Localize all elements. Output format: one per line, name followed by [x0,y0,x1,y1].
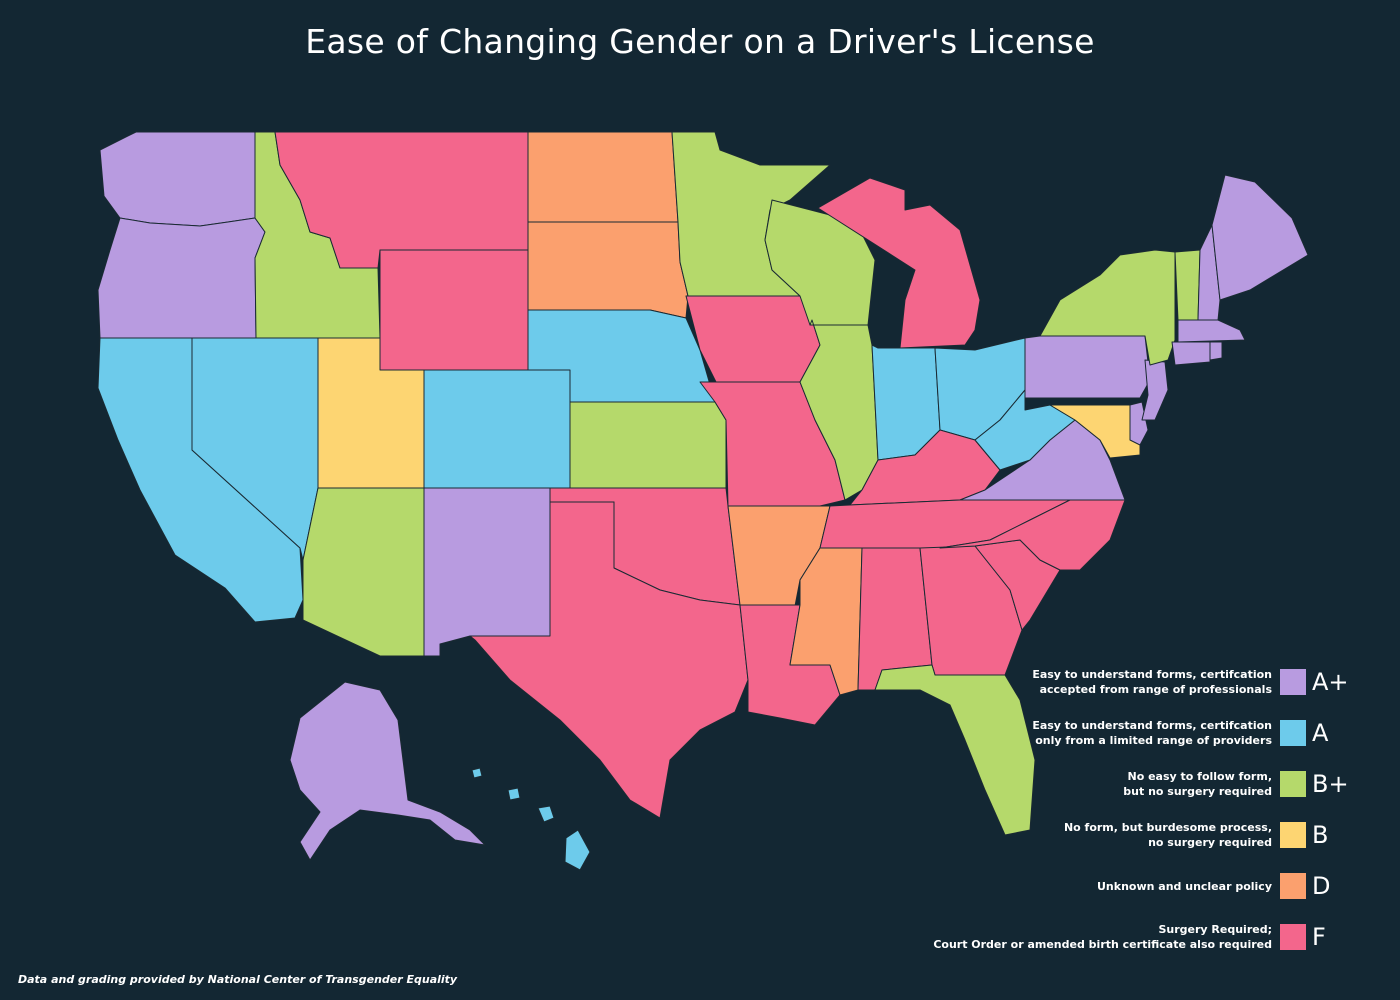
legend-item-d: Unknown and unclear policy D [1097,866,1352,906]
legend-grade: D [1312,872,1331,900]
legend-grade: F [1312,923,1326,951]
legend-item-f: Surgery Required; Court Order or amended … [933,917,1352,957]
state-south-dakota [527,221,689,319]
state-maine [1211,174,1309,301]
state-vermont [1174,249,1201,321]
state-hawaii-big-island [564,829,591,871]
state-hawaii-kauai [471,767,483,779]
state-texas [469,501,749,819]
legend-item-a-plus: Easy to understand forms, certifcation ac… [1032,662,1352,702]
legend-grade: B+ [1312,770,1349,798]
state-wyoming [379,249,529,371]
state-north-carolina [939,499,1126,571]
state-hawaii-maui [537,805,555,823]
state-colorado [423,369,571,489]
state-iowa [685,295,821,383]
state-connecticut [1171,341,1211,366]
legend-swatch [1280,669,1306,695]
legend-description: Unknown and unclear policy [1096,879,1272,893]
legend-grade: B [1312,821,1329,849]
page-title: Ease of Changing Gender on a Driver's Li… [305,22,1095,61]
legend-swatch [1280,720,1306,746]
legend-item-b: No form, but burdesome process, no surger… [1064,815,1352,855]
state-new-jersey [1141,359,1169,421]
legend-swatch [1280,822,1306,848]
state-kansas [569,401,727,489]
state-michigan [817,177,981,349]
state-washington [99,131,256,227]
legend-swatch [1280,924,1306,950]
state-new-mexico [423,487,551,657]
legend-description: No form, but burdesome process, no surger… [1063,821,1272,849]
state-massachusetts [1177,319,1246,343]
legend-grade: A+ [1312,668,1349,696]
state-rhode-island [1209,341,1223,361]
state-arizona [302,487,425,657]
state-nebraska [527,309,716,403]
legend-swatch [1280,771,1306,797]
state-hawaii-oahu [507,787,521,801]
legend-swatch [1280,873,1306,899]
legend-item-a: Easy to understand forms, certifcation on… [1032,713,1352,753]
legend-grade: A [1312,719,1329,747]
legend-description: Surgery Required; Court Order or amended … [933,923,1272,951]
legend-description: No easy to follow form, but no surgery re… [1123,770,1272,798]
state-pennsylvania [1024,335,1151,399]
legend-description: Easy to understand forms, certifcation ac… [1032,668,1272,696]
state-illinois [799,319,879,501]
source-note: Data and grading provided by National Ce… [18,973,458,986]
state-north-dakota [527,131,679,223]
state-oregon [97,217,266,339]
legend-description: Easy to understand forms, certifcation on… [1032,719,1272,747]
state-florida [874,664,1036,836]
legend-item-b-plus: No easy to follow form, but no surgery re… [1123,764,1352,804]
state-alaska [289,681,486,861]
